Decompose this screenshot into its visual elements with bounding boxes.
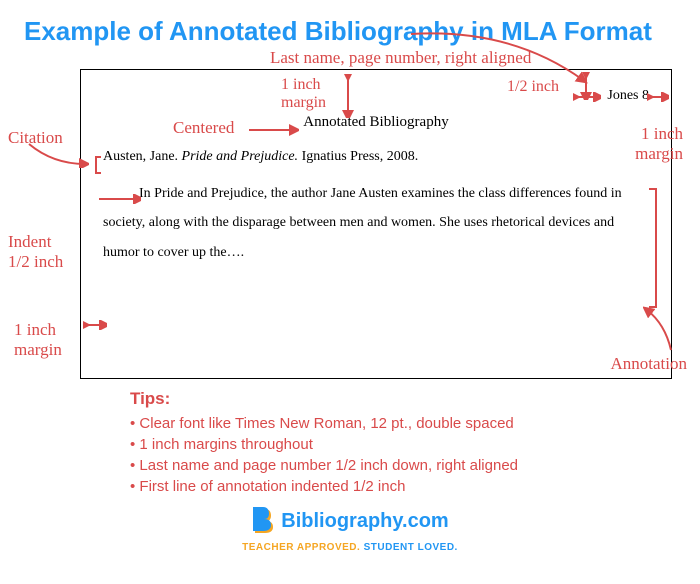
citation-line: Austen, Jane. Pride and Prejudice. Ignat… [81,145,671,175]
document-preview: Jones 8 Annotated Bibliography Austen, J… [80,69,672,379]
label-indent: Indent1/2 inch [8,232,63,271]
citation-publisher: Ignatius Press, 2008. [302,149,419,164]
arrow-header-left [573,92,601,102]
bracket-annotation [649,188,657,308]
arrow-indent [97,194,141,204]
citation-source-title: Pride and Prejudice. [182,149,299,164]
doc-title: Annotated Bibliography [81,108,671,145]
brand-tagline: TEACHER APPROVED. STUDENT LOVED. [0,542,700,553]
arrow-annotation-in [643,306,677,354]
label-centered: Centered [173,118,234,138]
bracket-citation [95,156,101,174]
tips-heading: Tips: [130,389,700,409]
tips-list: Clear font like Times New Roman, 12 pt.,… [130,413,700,497]
annotation-paragraph: In Pride and Prejudice, the author Jane … [81,175,671,271]
brand-name: Bibliography.com [281,510,448,533]
label-annotation: Annotation [611,354,688,374]
brand-logo-icon [251,507,275,535]
tips-item: Clear font like Times New Roman, 12 pt.,… [130,413,700,434]
arrow-curve-topnote [401,26,591,90]
tips-item: Last name and page number 1/2 inch down,… [130,455,700,476]
tips-item: First line of annotation indented 1/2 in… [130,476,700,497]
brand-footer: Bibliography.com TEACHER APPROVED. STUDE… [0,507,700,553]
arrow-citation-in [25,142,89,168]
tips-section: Tips: Clear font like Times New Roman, 1… [130,389,700,497]
arrow-centered [247,124,299,136]
arrow-header-right [647,92,669,102]
arrow-margin-top [341,74,355,118]
label-margin-top: 1 inchmargin [281,76,326,113]
citation-author: Austen, Jane. [103,149,178,164]
label-margin-left: 1 inchmargin [14,320,62,359]
brand-tag-1: TEACHER APPROVED. [242,542,360,553]
brand-tag-2: STUDENT LOVED. [364,542,458,553]
arrow-margin-left [83,320,107,330]
label-margin-right: 1 inchmargin [635,124,683,163]
tips-item: 1 inch margins throughout [130,434,700,455]
